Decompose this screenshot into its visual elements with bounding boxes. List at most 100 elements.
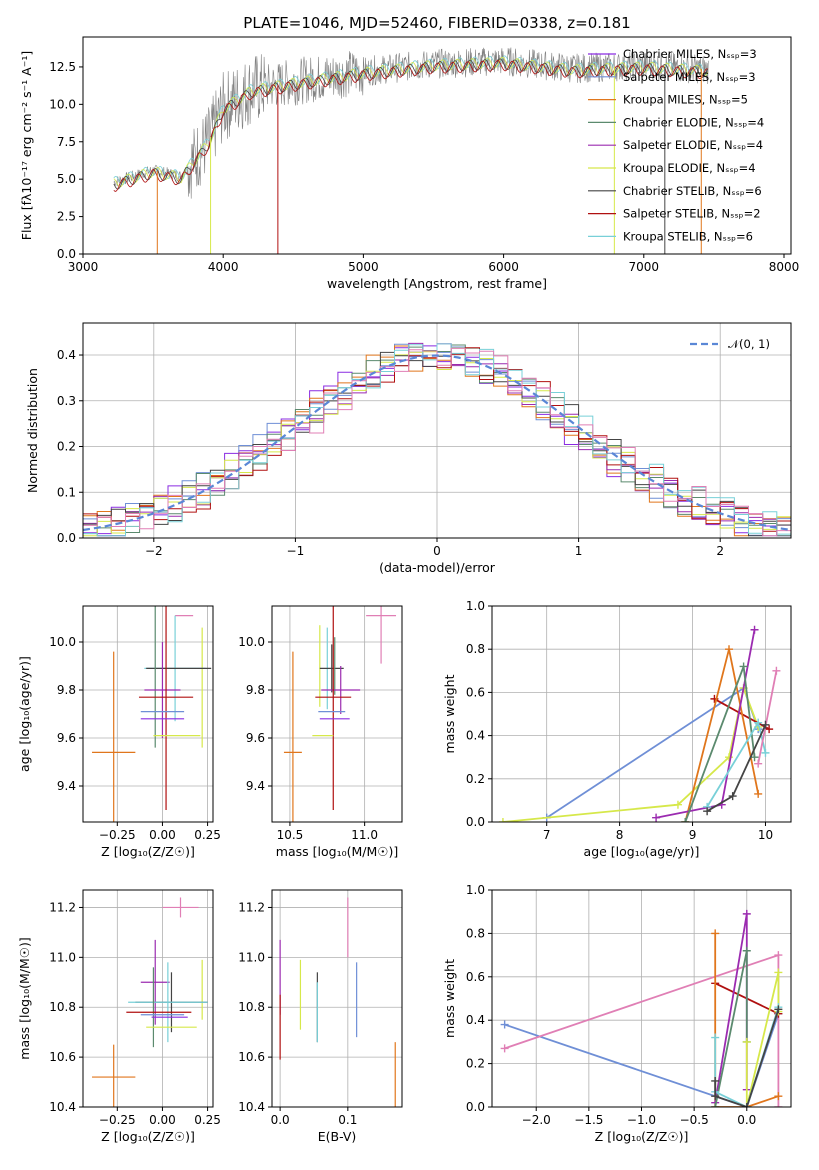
y-tick-label: 10.0 bbox=[49, 635, 76, 649]
x-tick-label: 0.00 bbox=[149, 828, 176, 842]
plus-marker bbox=[711, 1092, 720, 1101]
gaussian-reference-curve bbox=[83, 354, 791, 532]
plus-marker bbox=[498, 818, 507, 822]
spectrum-frame bbox=[82, 36, 792, 255]
y-tick-label: 0.1 bbox=[57, 485, 76, 499]
x-tick-label: −1.0 bbox=[627, 1113, 656, 1127]
mass_vs_Z-frame bbox=[82, 889, 214, 1108]
plus-marker bbox=[761, 748, 770, 757]
mass-weight-line bbox=[706, 724, 767, 812]
x-tick-label: 7000 bbox=[629, 260, 660, 274]
spectrum-xlabel: wavelength [Angstrom, rest frame] bbox=[327, 276, 547, 291]
mass_vs_Z-xlabel: Z [log₁₀(Z/Z☉)] bbox=[101, 1129, 195, 1144]
plus-marker bbox=[725, 645, 734, 654]
x-tick-label: −0.5 bbox=[680, 1113, 709, 1127]
y-tick-label: 0.8 bbox=[466, 926, 485, 940]
residual-histogram bbox=[83, 343, 791, 537]
mass-weight-line bbox=[714, 913, 748, 1103]
x-tick-label: 9 bbox=[689, 828, 697, 842]
age_vs_Z-plot-area bbox=[92, 606, 212, 822]
plus-marker bbox=[754, 759, 763, 768]
mass_vs_EBV-xlabel: E(B-V) bbox=[318, 1129, 357, 1144]
y-tick-label: 0.3 bbox=[57, 394, 76, 408]
mass-weight-line bbox=[714, 1009, 780, 1107]
x-tick-label: −1.5 bbox=[574, 1113, 603, 1127]
y-tick-label: 2.5 bbox=[57, 210, 76, 224]
y-tick-label: 0.6 bbox=[466, 685, 485, 699]
x-tick-label: 11.0 bbox=[351, 828, 378, 842]
y-tick-label: 10.0 bbox=[49, 97, 76, 111]
mass_vs_EBV-plot-area bbox=[279, 897, 396, 1107]
mass-weight-line bbox=[655, 629, 756, 819]
mass_vs_Z-plot-area bbox=[92, 897, 208, 1107]
legend-entry: 𝒩(0, 1) bbox=[728, 337, 770, 351]
residuals-ylabel: Normed distribution bbox=[25, 368, 40, 493]
y-tick-label: 10.0 bbox=[238, 635, 265, 649]
plus-marker bbox=[761, 720, 770, 729]
x-tick-label: −2 bbox=[145, 544, 163, 558]
x-tick-label: 0.00 bbox=[149, 1113, 176, 1127]
y-tick-label: 10.8 bbox=[49, 1000, 76, 1014]
x-tick-label: 0.0 bbox=[737, 1113, 756, 1127]
x-tick-label: 7 bbox=[543, 828, 551, 842]
age_vs_mass-panel: 10.5 11.0 9.4 9.6 9.8 10.0 mass [log₁₀(M/M☉)] bbox=[238, 605, 403, 859]
y-tick-label: 11.0 bbox=[49, 950, 76, 964]
mass_vs_Z-ylabel: mass [log₁₀(M/M☉)] bbox=[17, 937, 32, 1059]
y-tick-label: 1.0 bbox=[466, 883, 485, 897]
mw_vs_age-xlabel: age [log₁₀(age/yr)] bbox=[584, 844, 700, 859]
plus-marker bbox=[765, 725, 774, 734]
plus-marker bbox=[774, 968, 783, 977]
legend-entry: Salpeter STELIB, Nₛₛₚ=2 bbox=[623, 207, 761, 221]
x-tick-label: 5000 bbox=[348, 260, 379, 274]
y-tick-label: 1.0 bbox=[466, 599, 485, 613]
x-tick-label: 0 bbox=[433, 544, 441, 558]
x-tick-label: 1 bbox=[575, 544, 583, 558]
y-tick-label: 0.0 bbox=[466, 1100, 485, 1114]
mass-weight-line bbox=[745, 972, 780, 1107]
mw_vs_Z-plot-area bbox=[500, 909, 783, 1107]
model-spectrum bbox=[113, 60, 708, 192]
y-tick-label: 11.0 bbox=[238, 950, 265, 964]
plus-marker bbox=[728, 792, 737, 801]
plus-marker bbox=[742, 909, 751, 918]
legend-entry: Chabrier STELIB, Nₛₛₚ=6 bbox=[623, 184, 762, 198]
spectrum-panel: 3000 4000 5000 6000 7000 8000 0.0 2.5 5.0 7.5 10.0… bbox=[19, 36, 800, 291]
x-tick-label: 8 bbox=[616, 828, 624, 842]
plus-marker bbox=[673, 800, 682, 809]
plus-marker bbox=[711, 1033, 720, 1042]
plus-marker bbox=[742, 946, 751, 955]
y-tick-label: 9.8 bbox=[246, 683, 265, 697]
legend-entry: Kroupa ELODIE, Nₛₛₚ=4 bbox=[623, 161, 756, 175]
y-tick-label: 0.0 bbox=[466, 815, 485, 829]
legend-entry: Chabrier MILES, Nₛₛₚ=3 bbox=[623, 47, 757, 61]
y-tick-label: 9.6 bbox=[57, 731, 76, 745]
y-tick-label: 0.6 bbox=[466, 970, 485, 984]
x-tick-label: 10 bbox=[758, 828, 773, 842]
x-tick-label: 4000 bbox=[208, 260, 239, 274]
figure-title: PLATE=1046, MJD=52460, FIBERID=0338, z=0… bbox=[243, 14, 630, 32]
y-tick-label: 10.6 bbox=[49, 1050, 76, 1064]
mass_vs_Z-panel: −0.25 0.00 0.25 10.4 10.6 10.8 11.0 11.2 Z [log₁… bbox=[17, 889, 221, 1144]
y-tick-label: 0.4 bbox=[466, 729, 485, 743]
x-tick-label: −0.25 bbox=[99, 1113, 136, 1127]
x-tick-label: 2 bbox=[716, 544, 724, 558]
y-tick-label: 11.2 bbox=[49, 900, 76, 914]
x-tick-label: 10.5 bbox=[277, 828, 304, 842]
x-tick-label: 0.25 bbox=[194, 828, 221, 842]
mw_vs_Z-panel: −2.0 −1.5 −1.0 −0.5 0.0 0.0 0.2 0.4 0.6 0.8 1.0 Z [… bbox=[442, 883, 792, 1144]
plus-marker bbox=[774, 1092, 783, 1101]
mw_vs_age-ylabel: mass weight bbox=[442, 674, 457, 753]
residuals-xlabel: (data-model)/error bbox=[379, 560, 496, 575]
plus-marker bbox=[711, 929, 720, 938]
x-tick-label: 8000 bbox=[769, 260, 800, 274]
age_vs_Z-frame bbox=[82, 605, 214, 823]
model-spectrum bbox=[113, 58, 709, 190]
residuals-plot-area bbox=[83, 342, 791, 537]
mw_vs_Z-xlabel: Z [log₁₀(Z/Z☉)] bbox=[595, 1129, 689, 1144]
y-tick-label: 0.4 bbox=[466, 1013, 485, 1027]
y-tick-label: 0.2 bbox=[466, 1057, 485, 1071]
y-tick-label: 0.0 bbox=[57, 531, 76, 545]
spectrum-plot-area bbox=[113, 47, 709, 254]
mass-weight-line bbox=[757, 670, 778, 764]
